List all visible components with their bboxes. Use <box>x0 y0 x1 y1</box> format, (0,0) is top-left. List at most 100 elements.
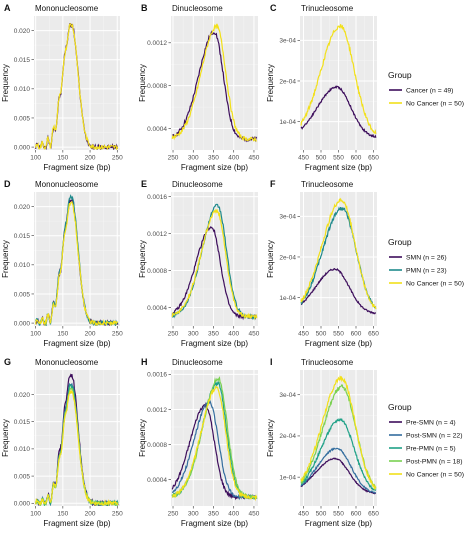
x-tick-label: 450 <box>298 511 309 518</box>
series-line <box>171 208 258 321</box>
series-line <box>172 30 258 143</box>
plot-background <box>34 370 120 506</box>
legend-label: PMN (n = 23) <box>406 267 447 274</box>
panel-F: 450 500 550 600 650 1e-04 2e-04 3e-04 F Trinucleo… <box>266 179 379 348</box>
panel-letter: C <box>270 3 277 13</box>
x-tick-label: 150 <box>57 155 68 162</box>
panel-letter: G <box>4 357 11 367</box>
x-tick-label: 250 <box>168 331 179 338</box>
y-tick-label: 3e-04 <box>279 392 296 399</box>
panel-title: Trinucleosome <box>301 180 354 189</box>
x-tick-label: 500 <box>316 331 327 338</box>
series-line <box>300 447 377 494</box>
y-tick-label: 0.0004 <box>147 305 167 312</box>
y-axis-title: Frequency <box>138 64 147 102</box>
x-tick-label: 250 <box>112 511 123 518</box>
panel-letter: A <box>4 3 11 13</box>
series-line <box>300 457 377 495</box>
y-tick-label: 1e-04 <box>279 474 296 481</box>
x-tick-label: 250 <box>112 331 123 338</box>
panel-title: Mononucleosome <box>35 180 99 189</box>
legend-title: Group <box>388 402 412 412</box>
y-tick-label: 0.0004 <box>147 126 167 133</box>
y-axis-title: Frequency <box>138 419 147 457</box>
x-tick-label: 250 <box>168 155 179 162</box>
x-tick-label: 100 <box>30 331 41 338</box>
x-tick-label: 550 <box>333 511 344 518</box>
x-tick-label: 150 <box>57 511 68 518</box>
y-tick-label: 0.020 <box>14 392 31 399</box>
x-tick-label: 100 <box>30 511 41 518</box>
y-tick-label: 0.0016 <box>147 372 167 379</box>
plot-background <box>171 16 258 150</box>
legend-label: SMN (n = 26) <box>406 254 447 261</box>
x-axis-title: Fragment size (bp) <box>305 339 372 348</box>
panel-H: 250 300 350 400 450 0.0004 0.0008 0.0012 0.0016 H… <box>138 357 260 528</box>
panel-title: Trinucleosome <box>301 4 354 13</box>
series-line <box>300 24 377 135</box>
x-tick-label: 650 <box>368 331 379 338</box>
y-tick-label: 0.010 <box>14 446 31 453</box>
y-tick-label: 0.015 <box>14 233 31 240</box>
x-tick-label: 350 <box>208 331 219 338</box>
y-axis-title: Frequency <box>1 240 10 278</box>
x-tick-label: 600 <box>351 511 362 518</box>
x-tick-label: 200 <box>85 511 96 518</box>
legend-3: Group Pre-SMN (n = 4) Post-SMN (n = 22) Pre… <box>388 402 464 478</box>
x-tick-label: 250 <box>168 511 179 518</box>
panel-B: 250 300 350 400 450 0.0004 0.0008 0.0012 B Dinucl… <box>138 3 260 172</box>
y-tick-label: 0.0004 <box>147 477 167 484</box>
x-tick-label: 650 <box>368 511 379 518</box>
y-tick-label: 0.0012 <box>147 40 167 47</box>
legend-label: Pre-PMN (n = 5) <box>406 445 456 452</box>
panel-letter: H <box>141 357 148 367</box>
series-line <box>171 23 257 142</box>
y-axis-title: Frequency <box>266 419 275 457</box>
y-tick-label: 0.000 <box>14 501 31 508</box>
y-tick-label: 3e-04 <box>279 38 296 45</box>
x-tick-label: 100 <box>30 155 41 162</box>
panel-title: Dinucleosome <box>172 4 223 13</box>
x-axis-title: Fragment size (bp) <box>181 339 248 348</box>
panel-A: 100 150 200 250 0.000 0.005 0.010 0.015 0.020 A Mo… <box>1 3 123 172</box>
x-tick-label: 200 <box>85 155 96 162</box>
legend-title: Group <box>388 237 412 247</box>
x-tick-label: 350 <box>208 155 219 162</box>
series-line <box>300 85 377 138</box>
y-axis-title: Frequency <box>266 64 275 102</box>
x-tick-label: 450 <box>298 155 309 162</box>
x-axis-title: Fragment size (bp) <box>43 339 110 348</box>
panel-letter: F <box>270 179 276 189</box>
y-tick-label: 2e-04 <box>279 254 296 261</box>
panel-G: 100 150 200 250 0.000 0.005 0.010 0.015 0.020 G Mo… <box>1 357 123 528</box>
y-tick-label: 0.0008 <box>147 83 167 90</box>
x-tick-label: 450 <box>249 155 260 162</box>
legend-label: No Cancer (n = 50) <box>406 471 464 478</box>
plot-background <box>34 16 120 150</box>
x-tick-label: 450 <box>249 331 260 338</box>
x-axis-title: Fragment size (bp) <box>43 163 110 172</box>
y-tick-label: 2e-04 <box>279 78 296 85</box>
series-line <box>300 375 377 491</box>
x-tick-label: 500 <box>316 511 327 518</box>
panel-title: Trinucleosome <box>301 358 354 367</box>
panel-title: Dinucleosome <box>172 180 223 189</box>
y-tick-label: 0.020 <box>14 204 31 211</box>
panel-title: Mononucleosome <box>35 358 99 367</box>
y-tick-label: 1e-04 <box>279 119 296 126</box>
y-tick-label: 0.005 <box>14 115 31 122</box>
panel-E: 250 300 350 400 450 0.0004 0.0008 0.0012 0.0016E… <box>138 179 260 348</box>
x-tick-label: 400 <box>228 331 239 338</box>
legend-label: Pre-SMN (n = 4) <box>406 419 456 426</box>
series-line <box>35 23 119 150</box>
y-axis-title: Frequency <box>1 64 10 102</box>
series-line <box>35 389 119 506</box>
y-tick-label: 0.005 <box>14 291 31 298</box>
y-tick-label: 0.0012 <box>147 231 167 238</box>
plot-background <box>34 192 120 326</box>
x-tick-label: 400 <box>228 511 239 518</box>
y-tick-label: 0.015 <box>14 419 31 426</box>
y-tick-label: 0.005 <box>14 473 31 480</box>
x-axis-title: Fragment size (bp) <box>181 163 248 172</box>
